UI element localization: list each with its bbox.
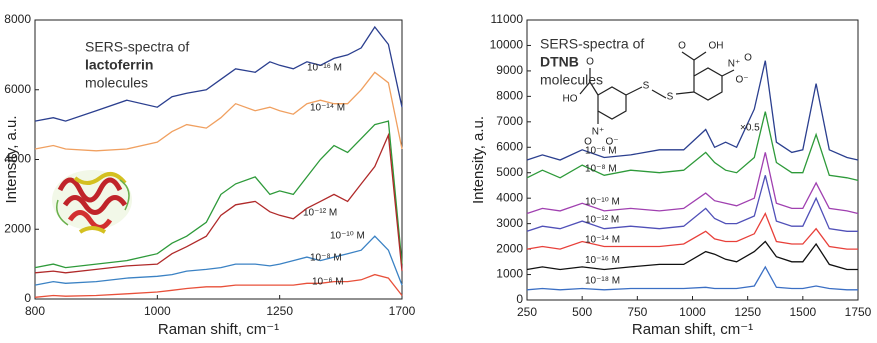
series-label: 10⁻¹⁸ M (585, 275, 620, 286)
atom-label: N⁺ (592, 127, 605, 138)
series-label: 10⁻¹⁶ M (307, 63, 342, 74)
y-tick-label: 2000 (496, 241, 523, 255)
y-tick-label: 11000 (491, 12, 524, 26)
y-tick-label: 0 (24, 291, 31, 305)
series-label: 10⁻¹² M (303, 208, 337, 219)
y-tick-label: 6000 (4, 82, 31, 96)
x-tick-label: 1750 (845, 305, 872, 319)
atom-label: O (586, 57, 594, 68)
atom-label: O (584, 137, 592, 148)
x-tick-label: 500 (572, 305, 592, 319)
spectrum-line (526, 265, 858, 291)
y-tick-label: 2000 (4, 221, 31, 235)
annotation: SERS-spectra of (85, 39, 189, 55)
spectrum-line (526, 175, 858, 232)
series-label: 10⁻¹² M (585, 214, 619, 225)
annotation: molecules (85, 75, 148, 91)
protein-image (52, 170, 132, 234)
spectrum-line (526, 152, 859, 215)
series-label: 10⁻⁸ M (310, 253, 342, 264)
annotation: SERS-spectra of (540, 36, 644, 52)
y-tick-label: 8000 (4, 12, 31, 26)
y-tick-label: 9000 (496, 63, 523, 77)
series-label: 10⁻¹⁶ M (585, 255, 620, 266)
y-tick-label: 3000 (496, 216, 523, 230)
series-label: 10⁻⁸ M (585, 163, 617, 174)
spectrum-line (526, 211, 858, 250)
atom-label: S (643, 81, 650, 92)
spectrum-line (34, 273, 403, 298)
annotation: molecules (540, 72, 603, 88)
y-tick-label: 7000 (496, 114, 523, 128)
x-tick-label: 1700 (389, 304, 416, 318)
x-tick-label: 1250 (266, 304, 293, 318)
annotation: DTNB (540, 54, 579, 70)
y-tick-label: 4000 (496, 190, 523, 204)
spectrum-line (34, 132, 403, 274)
spectrum-line (34, 25, 403, 122)
spectrum-line (526, 60, 859, 161)
atom-label: O (678, 41, 686, 52)
atom-label: O⁻ (605, 137, 618, 148)
y-tick-label: 1000 (496, 267, 523, 281)
atom-label: O (744, 53, 752, 64)
series-label: 10⁻¹⁰ M (585, 197, 620, 208)
x-tick-label: 250 (517, 305, 537, 319)
x-axis-label: Raman shift, cm⁻¹ (632, 321, 753, 338)
y-tick-label: 0 (516, 292, 523, 306)
panel: 0 2000 4000 6000 8000 800 1000 1250 1700 Raman sh… (3, 12, 416, 338)
series-label: 10⁻¹⁴ M (310, 103, 345, 114)
y-tick-label: 4000 (4, 152, 31, 166)
annotation: lactoferrin (85, 57, 153, 73)
x-tick-label: 1000 (679, 305, 706, 319)
atom-label: OH (709, 41, 724, 52)
x-tick-label: 1000 (144, 304, 171, 318)
x-tick-label: 1500 (789, 305, 816, 319)
x-tick-label: 800 (25, 304, 45, 318)
y-tick-label: 8000 (496, 89, 523, 103)
scale-note: ×0.5 (740, 123, 760, 134)
spectrum-line (34, 120, 403, 269)
series-label: 10⁻⁶ M (312, 277, 344, 288)
molecule-bonds (579, 51, 735, 124)
series-label: 10⁻¹⁴ M (585, 235, 620, 246)
series-label: 10⁻⁶ M (585, 146, 617, 157)
spectrum-line (34, 235, 403, 286)
atom-label: N⁺ (728, 59, 741, 70)
spectrum-line (34, 71, 403, 152)
spectrum-line (526, 111, 859, 182)
x-axis-label: Raman shift, cm⁻¹ (158, 321, 279, 338)
atom-label: S (667, 92, 674, 103)
y-tick-label: 6000 (496, 139, 523, 153)
y-tick-label: 10000 (490, 38, 524, 52)
y-tick-label: 5000 (496, 165, 523, 179)
x-tick-label: 1250 (734, 305, 761, 319)
x-tick-label: 750 (627, 305, 647, 319)
series-label: 10⁻¹⁰ M (330, 231, 365, 242)
atom-label: HO (563, 94, 578, 105)
y-axis-label: Intensity, a.u. (3, 115, 20, 203)
spectrum-line (526, 240, 858, 271)
panel: 0 1000 2000 3000 4000 5000 6000 7000 8000 9000 100… (470, 12, 872, 338)
y-axis-label: Intensity, a.u. (470, 116, 487, 204)
atom-label: O⁻ (735, 75, 748, 86)
